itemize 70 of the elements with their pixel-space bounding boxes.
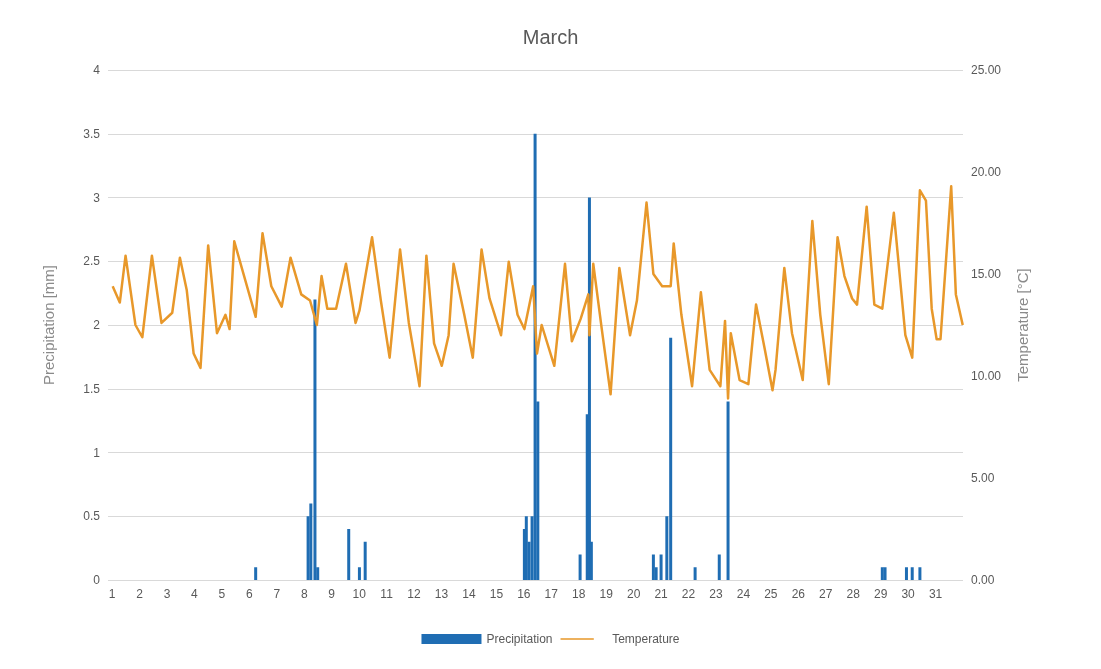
x-tick-label: 19 [599,587,614,601]
x-tick-label: 12 [407,587,422,601]
y-axis-title: Precipitation [mm] [40,264,57,386]
x-tick-label: 27 [819,587,833,601]
x-tick-label: 28 [846,587,861,601]
legend-label: Temperature [612,632,680,646]
x-tick-label: 9 [328,587,336,601]
y2-tick-label: 25.00 [971,63,1002,77]
x-tick-label: 29 [873,587,888,601]
y2-tick-label: 0.00 [971,573,995,587]
x-tick-label: 4 [191,587,199,601]
x-tick-label: 11 [380,587,394,601]
bar [669,337,673,580]
x-tick-label: 2 [136,587,144,601]
bar [910,567,914,580]
x-tick-label: 31 [928,587,943,601]
bar [357,567,361,580]
bar [904,567,908,580]
bar [883,567,887,580]
x-tick-label: 6 [246,587,254,601]
x-tick-label: 25 [764,587,778,601]
x-tick-label: 24 [736,587,751,601]
bar [693,567,697,580]
line-series [111,185,964,400]
y2-tick-label: 5.00 [971,471,995,485]
bar [254,567,258,580]
bar [717,554,721,580]
legend-label: Precipitation [486,632,553,646]
x-tick-label: 30 [901,587,916,601]
x-tick-label: 1 [108,587,116,601]
y-tick-label: 0.5 [83,509,101,524]
bar [880,567,884,580]
bar [347,529,351,580]
x-tick-label: 10 [352,587,367,601]
bar [726,401,730,580]
y-tick-label: 1.5 [83,381,101,396]
x-tick-label: 16 [517,587,531,601]
y2-tick-label: 15.00 [971,267,1002,281]
x-tick-label: 20 [626,587,641,601]
y-tick-label: 0 [93,573,101,587]
bar [313,299,317,580]
x-tick-label: 5 [218,587,226,601]
x-tick-label: 14 [462,587,476,601]
y-tick-label: 2.5 [83,254,101,269]
x-tick-label: 15 [489,587,504,601]
chart-title: March [522,26,579,48]
y-tick-label: 3.5 [83,126,101,141]
y-tick-label: 1 [93,445,101,460]
x-tick-label: 26 [791,587,806,601]
bar [578,554,582,580]
y-tick-label: 4 [93,63,101,77]
x-tick-label: 13 [434,587,449,601]
y2-tick-label: 10.00 [971,369,1002,383]
x-tick-label: 23 [709,587,723,601]
bar [659,554,663,580]
y2-axis-title: Temperature [°C] [1014,268,1031,382]
x-tick-label: 22 [681,587,696,601]
x-tick-label: 7 [273,587,281,601]
bar [651,554,655,580]
y-tick-label: 2 [93,318,101,332]
x-tick-label: 17 [544,587,559,601]
bar [918,567,922,580]
x-tick-label: 8 [300,587,308,601]
bar [524,516,528,580]
x-tick-label: 21 [654,587,669,601]
x-tick-label: 3 [163,587,171,601]
bar [363,541,367,580]
x-tick-label: 18 [572,587,586,601]
y2-tick-label: 20.00 [971,165,1002,179]
y-tick-label: 3 [93,190,101,205]
